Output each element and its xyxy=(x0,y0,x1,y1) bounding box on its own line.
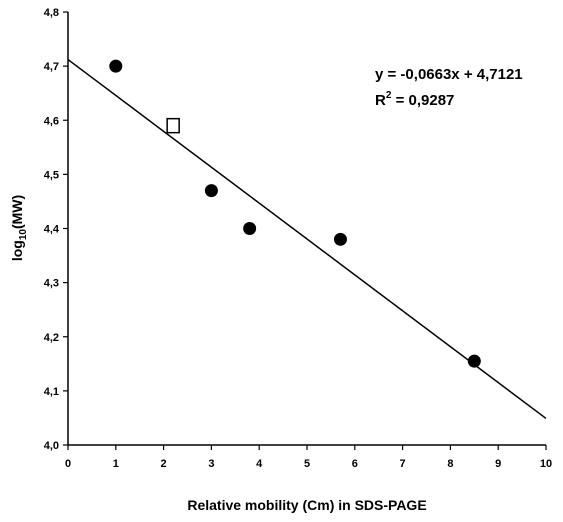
data-point-circle xyxy=(333,232,347,246)
data-points xyxy=(109,59,481,368)
x-tick-label: 2 xyxy=(161,458,167,470)
data-point-circle xyxy=(243,222,257,235)
x-tick-label: 8 xyxy=(447,458,453,470)
trendline xyxy=(67,58,547,420)
y-tick-label: 4,1 xyxy=(44,386,59,398)
y-tick-label: 4,5 xyxy=(44,169,59,181)
data-point-square xyxy=(166,117,180,134)
y-tick-label: 4,4 xyxy=(44,224,60,236)
plot-area xyxy=(68,12,546,445)
y-tick-label: 4,7 xyxy=(44,61,59,73)
x-tick-label: 3 xyxy=(208,458,214,470)
x-tick-label: 4 xyxy=(256,458,263,470)
y-tick-label: 4,6 xyxy=(44,115,59,127)
y-tick-label: 4,2 xyxy=(44,332,59,344)
y-tick-label: 4,8 xyxy=(44,7,59,19)
data-point-circle xyxy=(467,354,481,368)
data-point-circle xyxy=(109,59,123,73)
data-point-circle xyxy=(204,184,218,198)
y-axis-ticks: 4,0 4,1 4,2 4,3 4,4 4,5 4,6 4,7 4,8 xyxy=(44,7,68,452)
x-tick-label: 5 xyxy=(304,458,310,470)
x-tick-label: 9 xyxy=(495,458,501,470)
x-tick-label: 6 xyxy=(352,458,358,470)
x-tick-label: 10 xyxy=(540,458,552,470)
x-axis-label: Relative mobility (Cm) in SDS-PAGE xyxy=(187,497,426,513)
y-axis-label: log10(MW) xyxy=(9,195,29,261)
equation-annotation: y = -0,0663x + 4,7121 xyxy=(375,66,523,83)
x-tick-label: 7 xyxy=(400,458,406,470)
y-tick-label: 4,3 xyxy=(44,278,59,290)
trendline-layer xyxy=(67,58,547,420)
x-tick-label: 1 xyxy=(113,458,119,470)
r-squared-annotation: R2 = 0,9287 xyxy=(375,90,454,109)
x-tick-label: 0 xyxy=(65,458,71,470)
x-axis-ticks: 0 1 2 3 4 5 6 7 8 9 10 xyxy=(65,445,552,470)
y-tick-label: 4,0 xyxy=(44,440,59,452)
